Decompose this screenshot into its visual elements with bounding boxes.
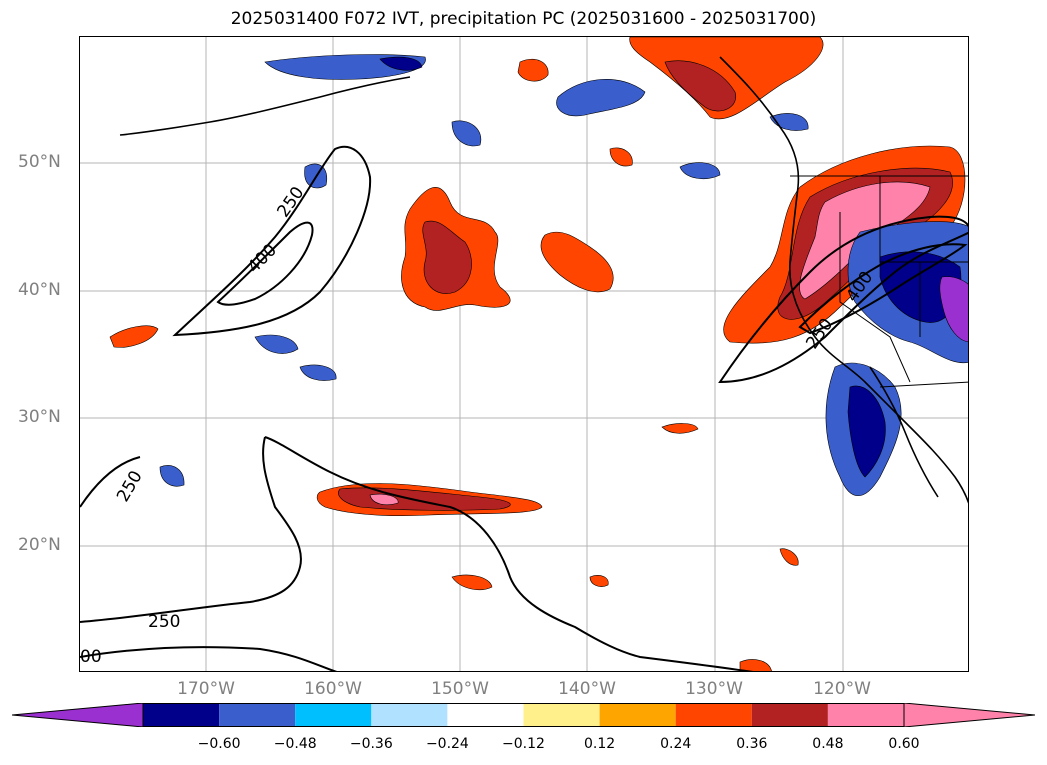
ivt-contour-250-north	[172, 145, 372, 337]
precip-core-central-pacific	[422, 220, 472, 294]
colorbar-tick-label: 0.48	[812, 736, 844, 752]
us-mexico-border	[879, 381, 968, 388]
dry-blob-sw-gulf	[451, 120, 482, 147]
contour-label: 250	[273, 183, 308, 221]
dry-core-alaska	[379, 56, 423, 71]
dry-blob-bc-coast	[679, 162, 721, 180]
colorbar-segment	[599, 703, 676, 727]
precip-blob-small-6	[739, 659, 772, 671]
precip-core-north-bc	[664, 60, 737, 112]
precip-blob-small-4	[661, 423, 699, 434]
state-line-3	[839, 262, 911, 383]
contour-label: 00	[80, 647, 102, 667]
precip-blob-small-3	[779, 548, 799, 566]
dry-blob-west-mid	[254, 334, 299, 354]
precip-blob-gulf	[517, 58, 549, 82]
lon-tick-120w: 120°W	[813, 679, 871, 699]
ivt-contours	[80, 145, 968, 671]
contour-label: 250	[113, 467, 147, 505]
precip-core-subtropical-band	[338, 487, 511, 511]
dry-blob-subtrop-west	[159, 465, 185, 487]
dry-blob-west-mid-2	[299, 364, 337, 381]
gridlines	[80, 37, 968, 671]
colorbar-segment	[371, 703, 448, 727]
precip-positive	[109, 37, 966, 671]
map-canvas: 250 400 250 400 250 250 00	[80, 37, 968, 671]
colorbar-segment	[219, 703, 296, 727]
lon-tick-130w: 130°W	[685, 679, 743, 699]
precip-blob-west-pacific	[109, 325, 159, 348]
dry-core-baja	[847, 385, 886, 478]
colorbar-tick-label: −0.12	[502, 736, 545, 752]
lon-tick-160w: 160°W	[304, 679, 362, 699]
lon-tick-170w: 170°W	[177, 679, 235, 699]
colorbar-segment	[751, 703, 828, 727]
colorbar-segment	[143, 703, 220, 727]
precip-blob-east-central	[540, 231, 614, 293]
colorbar-tick-label: 0.60	[888, 736, 920, 752]
contour-label: 250	[148, 612, 180, 632]
ivt-contour-250-south-2	[264, 436, 754, 671]
colorbar-segment	[675, 703, 752, 727]
colorbar-tick-label: 0.24	[660, 736, 692, 752]
precip-pink-subtropical	[369, 493, 399, 506]
map-panel[interactable]: 250 400 250 400 250 250 00	[79, 36, 969, 672]
colorbar-segment	[295, 703, 372, 727]
lat-tick-20n: 20°N	[18, 535, 61, 555]
coastline-baja	[869, 366, 939, 498]
precip-blob-small-1	[451, 574, 493, 590]
coastline-west-north-america	[719, 56, 968, 504]
colorbar-segment	[447, 703, 524, 727]
colorbar	[11, 702, 1036, 728]
colorbar-segment	[827, 703, 904, 727]
precip-blob-small-2	[589, 575, 609, 587]
colorbar-extend-high	[903, 702, 1036, 728]
colorbar-extend-low	[11, 702, 144, 728]
precip-blob-small-5	[609, 147, 633, 167]
colorbar-tick-label: −0.48	[273, 736, 317, 752]
lat-tick-40n: 40°N	[18, 280, 61, 300]
colorbar-tick-label: −0.36	[349, 736, 393, 752]
colorbar-segment	[523, 703, 600, 727]
lon-tick-140w: 140°W	[558, 679, 616, 699]
ivt-contour-250-east	[718, 215, 968, 384]
colorbar-tick-label: −0.60	[197, 736, 241, 752]
dry-blob-gulf-alaska	[556, 78, 646, 117]
coastline-aleutians	[119, 76, 411, 136]
lat-tick-30n: 30°N	[18, 407, 61, 427]
lat-tick-50n: 50°N	[18, 152, 61, 172]
lon-tick-150w: 150°W	[431, 679, 489, 699]
ivt-contour-400-north	[216, 221, 314, 306]
colorbar-outline	[142, 703, 905, 727]
precip-blob-north-bc	[629, 37, 824, 120]
precip-negative	[159, 54, 968, 496]
ivt-contour-250-sw	[80, 646, 338, 671]
colorbar-tick-label: 0.36	[736, 736, 768, 752]
colorbar-tick-label: 0.12	[584, 736, 616, 752]
dry-purple-utah	[939, 276, 968, 343]
ivt-contour-250-south	[80, 436, 302, 623]
coastlines	[119, 56, 968, 504]
ivt-contour-400-east	[798, 243, 968, 335]
colorbar-svg	[11, 702, 1036, 728]
map-title: 2025031400 F072 IVT, precipitation PC (2…	[230, 9, 817, 29]
colorbar-tick-label: −0.24	[425, 736, 469, 752]
